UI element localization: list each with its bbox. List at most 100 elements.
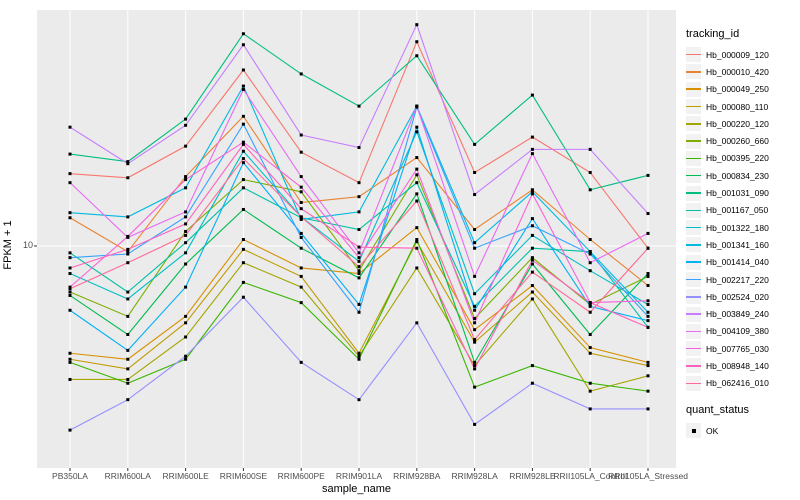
data-point — [357, 181, 361, 185]
legend-color-key-icon — [686, 220, 701, 236]
legend-line-swatch — [686, 53, 701, 56]
legend-color-key-icon — [686, 254, 701, 270]
data-point — [415, 156, 419, 160]
legend-color-key-icon — [686, 323, 701, 339]
legend-item-label: Hb_000080_110 — [706, 101, 769, 112]
data-point — [646, 407, 650, 411]
data-point — [530, 297, 534, 301]
data-point — [646, 299, 650, 303]
data-point — [299, 150, 303, 154]
legend-item-label: OK — [706, 425, 719, 436]
data-point — [415, 181, 419, 185]
legend-color-key-icon — [686, 358, 701, 374]
data-point — [357, 259, 361, 263]
data-point — [241, 280, 245, 284]
data-point — [68, 181, 72, 185]
x-axis-tick-label: RRIM928BA — [393, 471, 441, 481]
data-point — [299, 246, 303, 250]
data-point — [184, 178, 188, 182]
legend-color-key-icon — [686, 81, 701, 97]
x-axis-tick-label: RRIM901LA — [335, 471, 383, 481]
data-point — [68, 266, 72, 270]
x-axis-tick-label: RRIM600LE — [162, 471, 209, 481]
legend-color-key-icon — [686, 47, 701, 63]
data-point — [415, 192, 419, 196]
legend-color-key-icon — [686, 150, 701, 166]
data-point — [241, 88, 245, 92]
data-point — [299, 274, 303, 278]
quant-status-key — [686, 423, 701, 439]
legend-line-swatch — [686, 244, 701, 246]
data-point — [415, 125, 419, 129]
data-point — [184, 229, 188, 233]
legend-line-swatch — [686, 382, 701, 385]
data-point — [646, 274, 650, 278]
legend-item-Hb_001322_180: Hb_001322_180 — [686, 219, 798, 236]
data-point — [68, 287, 72, 291]
data-point — [646, 231, 650, 235]
legend-line-swatch — [686, 261, 701, 263]
x-axis-title: sample_name — [321, 483, 392, 495]
data-point — [126, 234, 130, 238]
data-point — [241, 114, 245, 118]
data-point — [646, 389, 650, 393]
data-point — [68, 125, 72, 129]
data-point — [68, 285, 72, 289]
legend-color-key-icon — [686, 375, 701, 391]
data-point — [415, 54, 419, 58]
legend-item-label: Hb_000220_120 — [706, 118, 769, 129]
data-point — [473, 193, 477, 197]
legend-item-label: Hb_002217_220 — [706, 274, 769, 285]
data-point — [473, 170, 477, 174]
data-point — [299, 215, 303, 219]
data-point — [473, 385, 477, 389]
legend-item-Hb_000260_660: Hb_000260_660 — [686, 132, 798, 149]
data-point — [588, 269, 592, 273]
data-point — [357, 251, 361, 255]
legend-color-key-icon — [686, 289, 701, 305]
data-point — [646, 360, 650, 364]
data-point — [241, 122, 245, 126]
data-point — [299, 360, 303, 364]
data-point — [68, 211, 72, 215]
legend-line-swatch — [686, 105, 701, 108]
data-point — [184, 210, 188, 214]
data-point — [530, 190, 534, 194]
data-point — [126, 160, 130, 164]
legend-line-swatch — [686, 157, 701, 160]
legend-color-key-icon — [686, 64, 701, 80]
data-point — [473, 246, 477, 250]
data-point — [530, 256, 534, 260]
data-point — [588, 389, 592, 393]
data-point — [473, 338, 477, 342]
x-axis-tick-label: RRII105LA_Stressed — [608, 471, 688, 481]
data-point — [68, 256, 72, 260]
data-point — [646, 314, 650, 318]
legend-item-label: Hb_062416_010 — [706, 378, 769, 389]
data-point — [357, 398, 361, 402]
data-point — [588, 188, 592, 192]
data-point — [68, 293, 72, 297]
data-point — [126, 215, 130, 219]
legend-color-key-icon — [686, 306, 701, 322]
legend-item-Hb_001341_160: Hb_001341_160 — [686, 236, 798, 253]
legend-item-label: Hb_003849_240 — [706, 309, 769, 320]
legend-item-label: Hb_000009_120 — [706, 49, 769, 60]
x-axis-tick-label: RRIM928LA — [451, 471, 498, 481]
data-point — [588, 407, 592, 411]
data-point — [299, 207, 303, 211]
data-point — [530, 135, 534, 139]
data-point — [126, 252, 130, 256]
data-point — [473, 364, 477, 368]
data-point — [126, 250, 130, 254]
data-point — [415, 167, 419, 171]
data-point — [68, 428, 72, 432]
data-point — [357, 265, 361, 269]
data-point — [357, 104, 361, 108]
data-point — [126, 162, 130, 166]
data-point — [646, 310, 650, 314]
legend-item-Hb_000834_230: Hb_000834_230 — [686, 167, 798, 184]
data-point — [299, 175, 303, 179]
legend-item-Hb_001031_090: Hb_001031_090 — [686, 184, 798, 201]
data-point — [241, 84, 245, 88]
